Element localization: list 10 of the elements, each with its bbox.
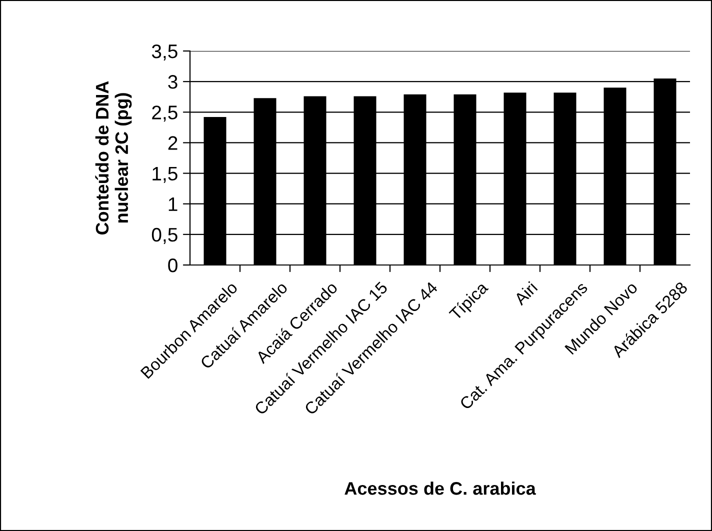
y-tick-label: 2,5 [152, 106, 178, 122]
y-tick-label: 1,5 [152, 166, 178, 183]
y-tick-label: 0 [168, 258, 178, 272]
y-tick-label: 3 [168, 75, 178, 89]
y-tick-label: 2 [168, 136, 178, 150]
y-tick-label: 0,5 [152, 228, 178, 244]
y-axis-title: Conteúdo de DNA nuclear 2C (pg) [95, 81, 132, 234]
y-tick-label: 1 [168, 198, 178, 211]
x-axis-title: Acessos de C. arabica [344, 482, 536, 495]
y-tick-label: 3,5 [152, 44, 178, 61]
